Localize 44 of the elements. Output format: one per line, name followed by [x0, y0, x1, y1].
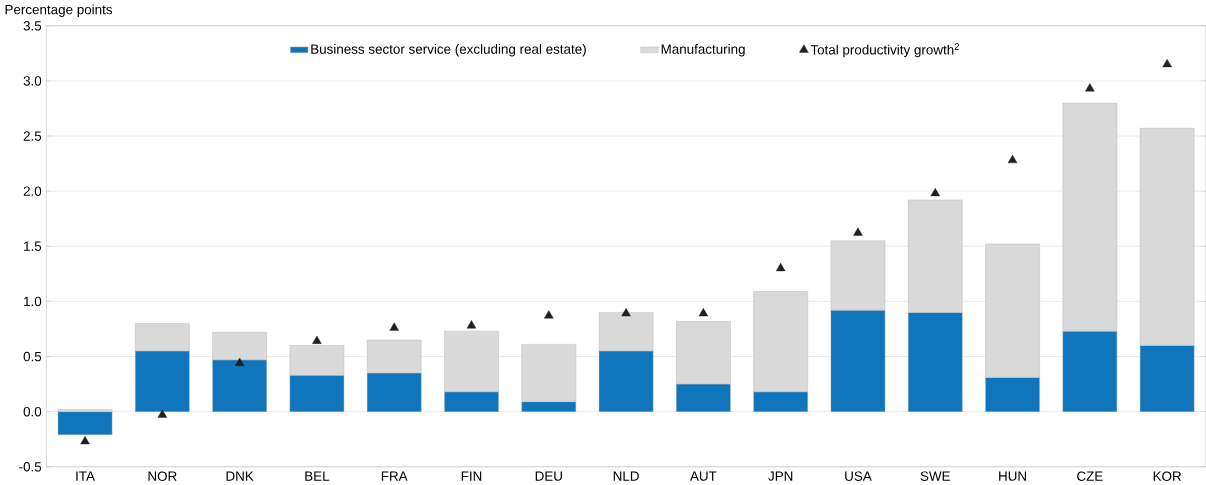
legend-label: Total productivity growth$^{2}$	[810, 43, 959, 57]
point	[1007, 154, 1018, 163]
y-axis-title: Percentage points	[5, 4, 113, 17]
legend-label: Manufacturing	[661, 43, 745, 57]
point	[930, 187, 940, 196]
point	[312, 335, 322, 344]
y-tick-label: 2.0	[23, 186, 42, 196]
legend-label: Business sector service (excluding real estate)	[311, 43, 586, 57]
point	[157, 409, 168, 418]
y-tick-label: 3.5	[23, 20, 42, 31]
x-tick-label: ITA	[76, 471, 95, 481]
x-tick-label: AUT	[690, 471, 717, 481]
x-tick-label: DNK	[226, 471, 254, 481]
point	[466, 320, 477, 329]
bar	[57, 411, 113, 435]
x-tick-label: DEU	[535, 471, 562, 481]
y-tick-label: 2.5	[23, 131, 42, 141]
point	[621, 307, 631, 317]
point	[544, 310, 554, 319]
x-tick-label: KOR	[1153, 471, 1182, 481]
x-tick-label: FIN	[461, 471, 482, 481]
x-tick-label: SWE	[920, 471, 950, 481]
x-tick-label: USA	[845, 471, 872, 481]
x-tick-label: CZE	[1077, 471, 1103, 481]
x-tick-label: JPN	[768, 471, 793, 481]
y-tick-label: 0.0	[23, 406, 42, 417]
point	[234, 357, 245, 366]
point	[389, 322, 399, 331]
point	[853, 227, 863, 236]
point	[1162, 58, 1172, 67]
y-tick-label: -0.5	[19, 461, 42, 472]
x-tick-label: HUN	[999, 471, 1026, 481]
point	[80, 435, 90, 445]
point	[1085, 83, 1095, 92]
point	[698, 307, 709, 317]
x-tick-label: FRA	[381, 471, 408, 481]
y-tick-label: 1.0	[24, 296, 42, 306]
x-tick-label: NLD	[613, 471, 639, 481]
x-tick-label: BEL	[305, 471, 330, 481]
y-tick-label: 0.5	[23, 351, 42, 362]
y-tick-label: 1.5	[24, 241, 42, 251]
x-tick-label: NOR	[148, 471, 177, 481]
y-tick-label: 3.0	[23, 75, 42, 86]
point	[775, 262, 786, 271]
